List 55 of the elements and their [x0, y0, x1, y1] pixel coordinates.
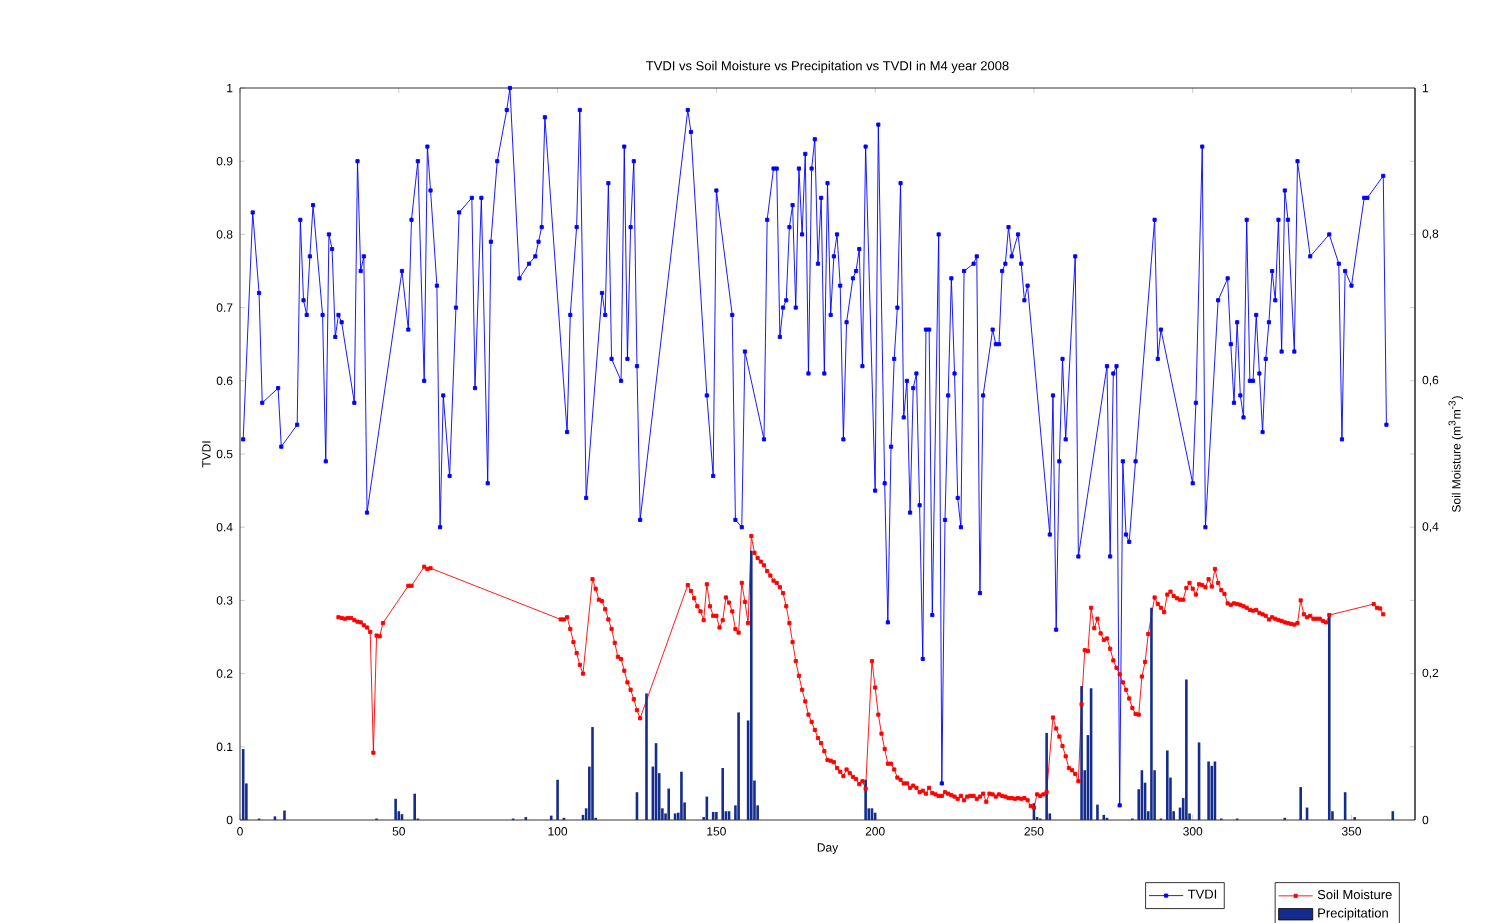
y-tick-label: 0.3 [216, 596, 233, 605]
bar [680, 771, 683, 821]
y-tick-label: 0.6 [216, 376, 233, 386]
bar [1150, 607, 1153, 821]
bar [1045, 732, 1048, 821]
y-tick-label: 0.1 [216, 742, 233, 752]
y-tick-label: 0.4 [216, 522, 233, 532]
x-tick-label: 50 [392, 827, 405, 836]
y-axis-title: TVDI [202, 441, 211, 468]
bar [1096, 804, 1099, 821]
x-tick-label: 350 [1341, 827, 1362, 836]
bar [1210, 765, 1214, 821]
bar [556, 779, 559, 821]
bar [1080, 686, 1083, 821]
bar [667, 788, 671, 821]
x-tick-label: 150 [707, 827, 726, 836]
y2-tick-label: 1 [1422, 83, 1429, 93]
bar [645, 693, 648, 821]
x-tick-label: 100 [548, 827, 568, 836]
y2-axis-title: Soil Moisture (m$^{3}$m$^{-3}$) [1448, 396, 1463, 513]
y2-tick-label: 0,8 [1422, 229, 1439, 240]
x-tick-label: 0 [237, 827, 243, 836]
bar [1391, 811, 1395, 821]
bar [1185, 679, 1188, 821]
y2-tick-label: 0 [1422, 815, 1429, 825]
bar [1353, 817, 1356, 821]
y2-tick-label: 0,2 [1422, 668, 1439, 679]
y2-tick-label: 0,6 [1422, 375, 1439, 386]
bar [549, 815, 553, 821]
x-tick-label: 300 [1183, 827, 1203, 836]
bar [737, 712, 740, 821]
legend-label: Precipitation [1318, 908, 1388, 921]
y-tick-label: 0.7 [216, 303, 233, 312]
y2-tick-label: 0,4 [1422, 522, 1439, 533]
bar [591, 727, 594, 821]
legend-label: TVDI [1187, 889, 1217, 899]
x-axis-title: Day [817, 843, 839, 855]
bar [283, 810, 286, 821]
y-tick-label: 0.9 [216, 156, 233, 166]
y-tick-label: 1 [227, 83, 233, 93]
y-tick-label: 0.5 [216, 449, 233, 459]
bar [413, 793, 416, 821]
x-tick-label: 200 [865, 827, 885, 836]
y-tick-label: 0 [226, 815, 233, 825]
bar [721, 768, 725, 821]
chart-title: TVDI vs Soil Moisture vs Precipitation vs TVDI in M4 year 2008 [646, 60, 1009, 73]
y-tick-label: 0.8 [216, 230, 233, 239]
x-tick-label: 250 [1024, 827, 1044, 836]
bar [394, 798, 397, 821]
bar [1207, 761, 1210, 821]
bar [1166, 750, 1169, 821]
legend-label: Soil Moisture [1317, 889, 1392, 900]
bar [1299, 787, 1302, 821]
y-tick-label: 0.2 [216, 669, 233, 678]
bar [715, 811, 718, 821]
